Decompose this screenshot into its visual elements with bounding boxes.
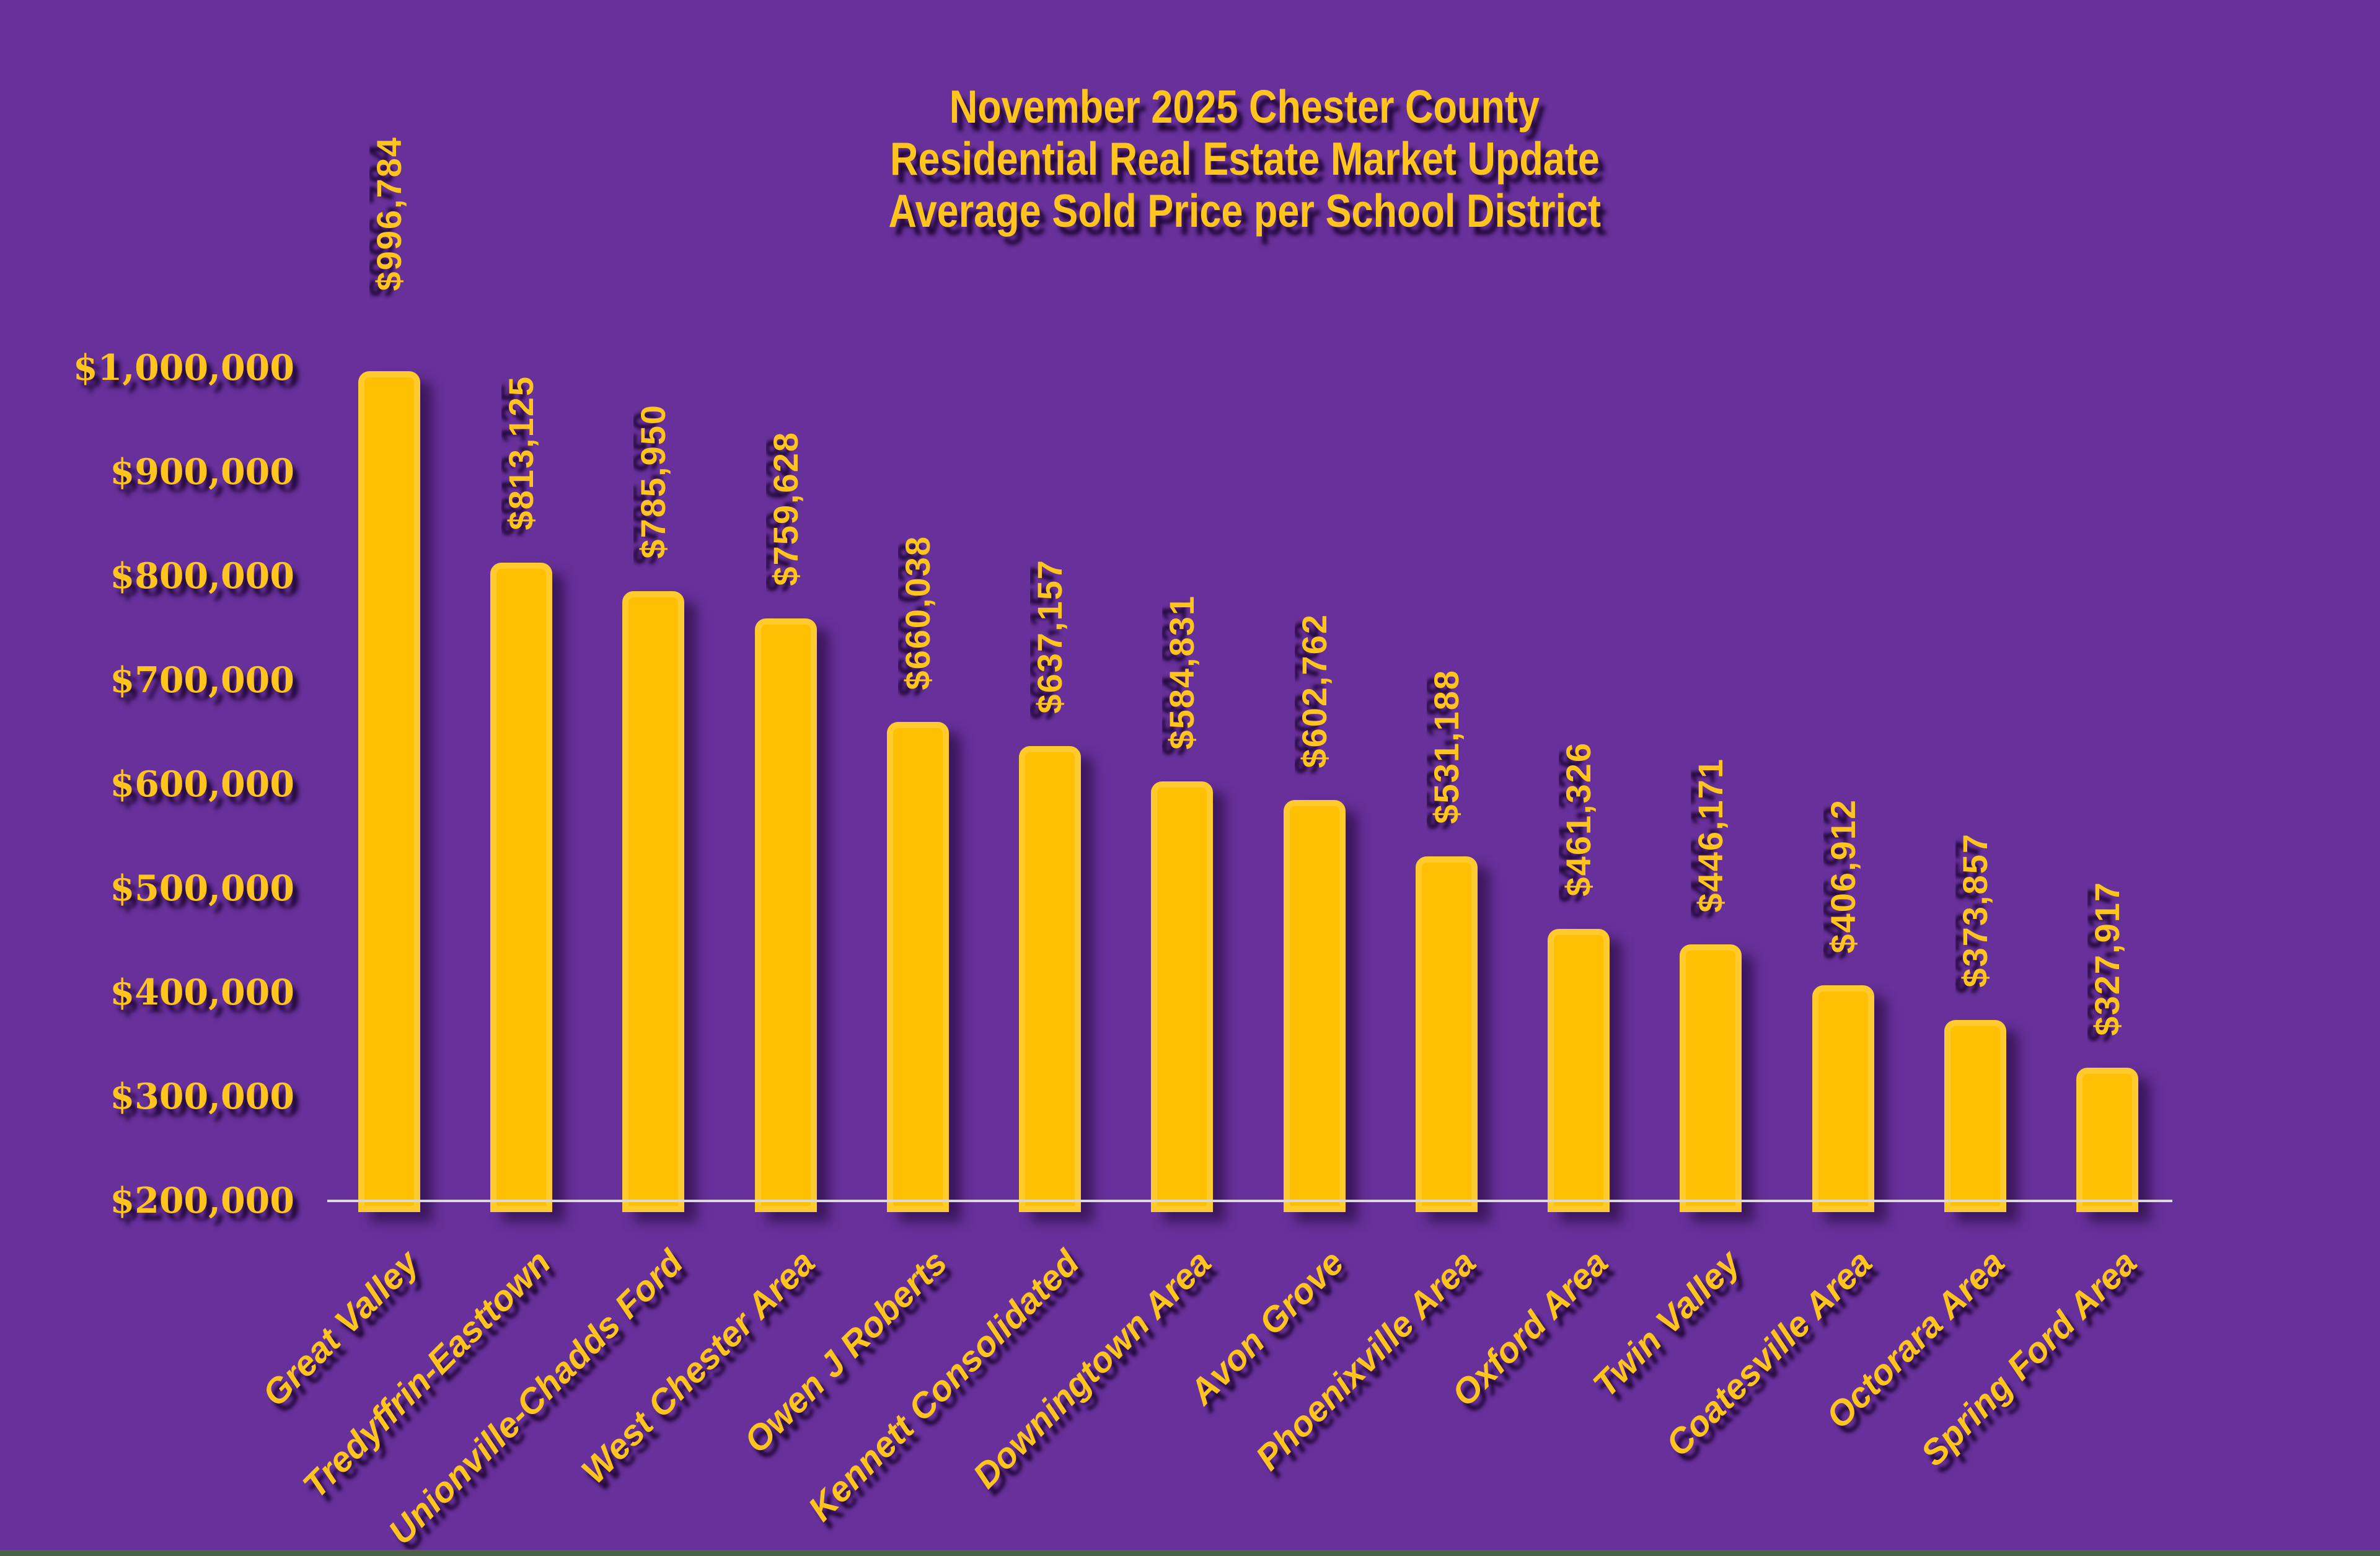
- bar-coatesville-area: [1812, 985, 1874, 1212]
- bar-value-label: $996,784: [369, 136, 408, 291]
- bar-value-label: $327,917: [2087, 881, 2127, 1036]
- bar-value-label: $813,125: [501, 376, 541, 530]
- chart-title-line-3: Average Sold Price per School District: [109, 185, 2380, 237]
- bar-value-label: $531,188: [1426, 669, 1466, 824]
- bar-twin-valley: [1680, 944, 1742, 1212]
- y-axis-tick-label: $600,000: [110, 763, 294, 805]
- chart-title-line-1: November 2025 Chester County: [109, 81, 2380, 133]
- bar-octorara-area: [1944, 1019, 2006, 1212]
- bar-spring-ford-area: [2076, 1068, 2138, 1212]
- x-axis-category-label: Phoenixville Area: [1248, 1242, 1484, 1479]
- bar-value-label: $602,762: [1294, 613, 1334, 768]
- x-axis-line: [327, 1200, 2172, 1202]
- y-axis-tick-label: $800,000: [110, 555, 294, 597]
- x-axis-category-label: West Chester Area: [573, 1242, 823, 1492]
- chart-title-line-3-text: Average Sold Price per School District: [888, 185, 1601, 237]
- y-axis-tick-label: $200,000: [110, 1180, 294, 1221]
- bar-value-label: $759,628: [765, 431, 805, 586]
- x-axis-category-label: Downingtown Area: [966, 1242, 1219, 1497]
- bar-value-label: $637,157: [1030, 559, 1070, 714]
- screen-bottom-edge: [0, 1550, 2380, 1556]
- bar-avon-grove: [1283, 800, 1346, 1212]
- bar-oxford-area: [1548, 928, 1610, 1212]
- bar-kennett-consolidated: [1019, 745, 1082, 1212]
- chart-title-line-2: Residential Real Estate Market Update: [109, 133, 2380, 185]
- bar-value-label: $461,326: [1559, 742, 1598, 897]
- bar-great-valley: [358, 371, 420, 1212]
- bar-unionville-chadds-ford: [622, 591, 685, 1212]
- bar-value-label: $584,831: [1162, 594, 1202, 750]
- bar-value-label: $406,912: [1823, 798, 1862, 954]
- x-axis-category-label: Kennett Consolidated: [800, 1242, 1087, 1529]
- x-axis-category-label: Tredyffrin-Easttown: [295, 1242, 558, 1506]
- bar-tredyffrin-easttown: [490, 562, 553, 1212]
- y-axis-tick-label: $500,000: [110, 868, 294, 909]
- bar-value-label: $660,038: [897, 535, 937, 690]
- chart-title-line-1-text: November 2025 Chester County: [949, 81, 1540, 133]
- chart-title-line-2-text: Residential Real Estate Market Update: [889, 133, 1600, 185]
- bar-value-label: $446,171: [1691, 757, 1730, 913]
- y-axis-tick-label: $300,000: [110, 1076, 294, 1117]
- bar-phoenixville-area: [1415, 856, 1478, 1212]
- bar-downingtown-area: [1151, 781, 1214, 1212]
- bar-value-label: $785,950: [633, 404, 673, 559]
- bar-value-label: $373,857: [1955, 833, 1994, 988]
- y-axis-tick-label: $1,000,000: [73, 347, 294, 389]
- y-axis-tick-label: $700,000: [110, 659, 294, 701]
- y-axis-tick-label: $900,000: [110, 451, 294, 493]
- y-axis-tick-label: $400,000: [110, 972, 294, 1013]
- bar-owen-j-roberts: [886, 722, 949, 1212]
- chart-title: November 2025 Chester County Residential…: [109, 81, 2380, 237]
- bar-west-chester-area: [754, 618, 817, 1212]
